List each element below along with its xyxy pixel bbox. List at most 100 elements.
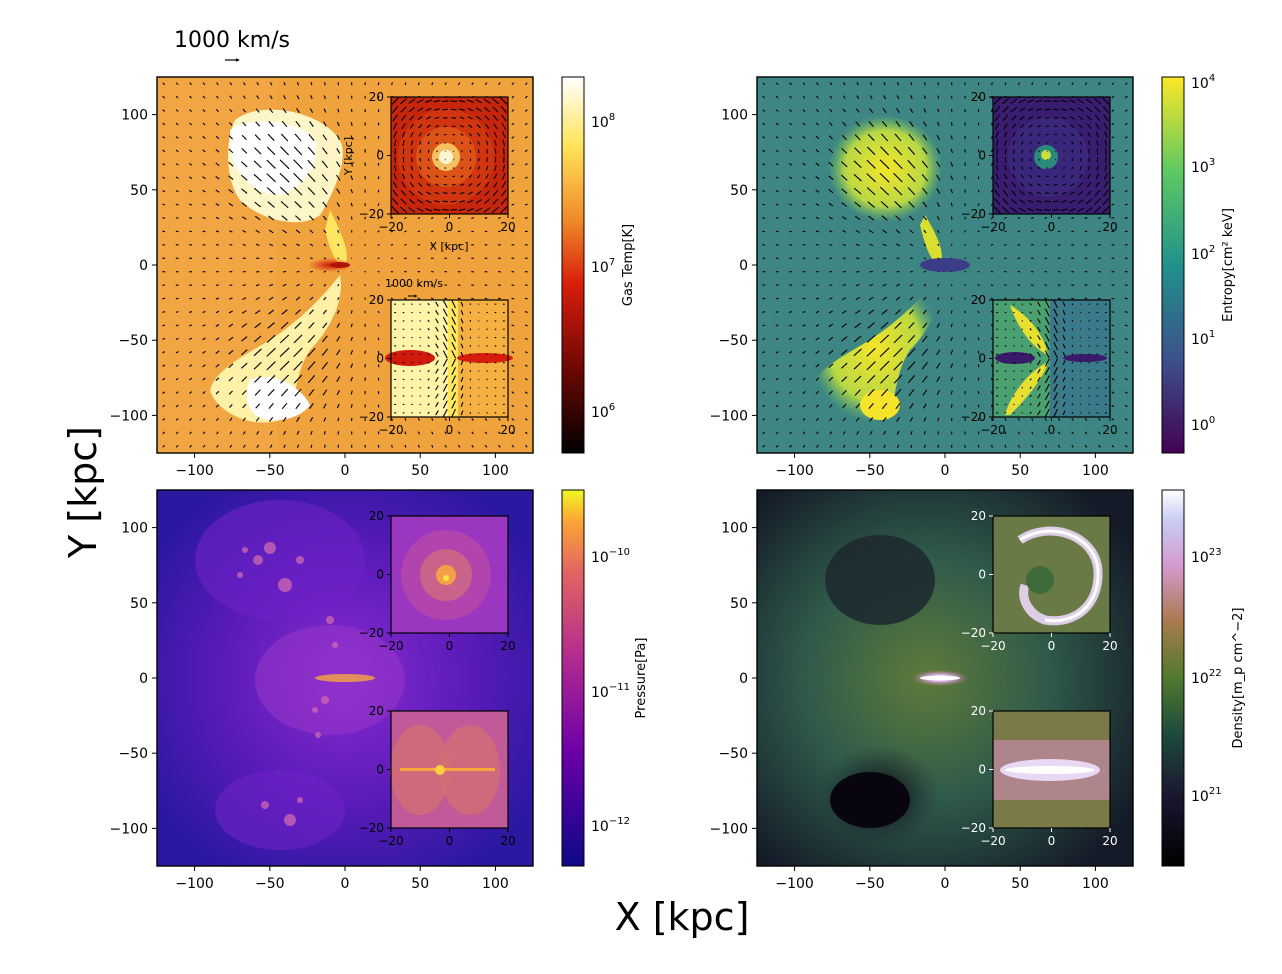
quiver-arrow	[1098, 431, 1101, 435]
quiver-arrow	[789, 391, 793, 394]
inset-y-tick-label: 20	[971, 293, 986, 307]
quiver-arrow	[843, 82, 846, 86]
quiver-arrow	[788, 162, 793, 166]
quiver-arrow	[991, 82, 993, 86]
quiver-arrow	[880, 374, 890, 384]
quiver-arrow	[937, 95, 940, 99]
quiver-arrow	[869, 108, 874, 113]
quiver-arrow	[296, 243, 300, 247]
cb-entropy-label: Entropy[cm² keV]	[1221, 208, 1236, 322]
quiver-arrow	[524, 122, 528, 126]
quiver-arrow	[336, 403, 340, 409]
quiver-arrow	[1086, 115, 1092, 121]
y-tick-label: −100	[710, 408, 748, 424]
quiver-arrow	[1029, 411, 1032, 415]
quiver-arrow	[175, 149, 179, 153]
quiver-arrow	[202, 95, 206, 99]
quiver-arrow	[1044, 100, 1051, 102]
quiver-arrow	[950, 122, 953, 126]
quiver-arrow	[1029, 386, 1032, 389]
quiver-arrow	[460, 335, 464, 341]
quiver-arrow	[294, 388, 302, 397]
quiver-arrow	[336, 148, 341, 154]
quiver-arrow	[1004, 148, 1007, 155]
quiver-arrow	[268, 309, 275, 315]
pressure-bubble	[264, 542, 276, 554]
quiver-arrow	[936, 216, 940, 220]
quiver-arrow	[1060, 208, 1068, 212]
y-tick-label: 50	[130, 183, 148, 199]
quiver-arrow	[964, 284, 967, 287]
quiver-arrow	[950, 135, 953, 140]
quiver-arrow	[1057, 82, 1061, 86]
x-tick-label: 100	[482, 876, 509, 892]
quiver-arrow	[1062, 183, 1067, 187]
quiver-arrow	[990, 337, 994, 341]
inset-y-tick-label: −20	[961, 821, 986, 835]
quiver-arrow	[511, 230, 515, 233]
quiver-arrow	[202, 135, 206, 139]
quiver-arrow	[350, 161, 354, 167]
quiver-arrow	[471, 217, 474, 219]
quiver-arrow	[364, 297, 367, 300]
quiver-arrow	[829, 243, 833, 246]
quiver-arrow	[853, 335, 862, 343]
quiver-arrow	[1036, 183, 1041, 187]
quiver-arrow	[802, 431, 806, 435]
inset-x-tick-label: −20	[378, 834, 403, 848]
quiver-arrow	[418, 182, 423, 187]
quiver-arrow	[215, 244, 219, 246]
quiver-arrow	[868, 296, 874, 301]
quiver-arrow	[1017, 297, 1021, 300]
temp-inset-bottom	[385, 299, 513, 418]
quiver-arrow	[1070, 132, 1075, 137]
quiver-arrow	[350, 363, 354, 369]
quiver-arrow	[1055, 159, 1057, 161]
inset-x-tick-label: 20	[500, 220, 515, 234]
quiver-arrow	[995, 164, 999, 172]
quiver-arrow	[417, 190, 423, 196]
quiver-arrow	[1062, 326, 1066, 332]
quiver-arrow	[869, 95, 873, 100]
quiver-arrow	[937, 257, 940, 260]
quiver-arrow	[391, 444, 393, 448]
quiver-arrow	[492, 190, 499, 197]
density-inset-top	[992, 515, 1111, 634]
quiver-arrow	[391, 431, 393, 435]
quiver-arrow	[310, 95, 313, 100]
quiver-arrow	[175, 391, 179, 394]
quiver-arrow	[1094, 114, 1101, 121]
quiver-arrow	[323, 270, 327, 273]
quiver-arrow	[1037, 360, 1041, 366]
quiver-arrow	[1102, 97, 1110, 105]
quiver-arrow	[477, 166, 481, 171]
quiver-arrow	[283, 95, 287, 100]
quiver-arrow	[1029, 166, 1032, 170]
quiver-arrow	[1086, 123, 1092, 129]
quiver-arrow	[1053, 375, 1058, 384]
quiver-arrow	[1003, 123, 1008, 130]
quiver-arrow	[1017, 82, 1020, 86]
quiver-arrow	[1002, 106, 1009, 113]
quiver-arrow	[350, 202, 353, 207]
quiver-arrow	[789, 431, 792, 435]
quiver-arrow	[1088, 157, 1090, 162]
quiver-arrow	[816, 431, 819, 435]
quiver-arrow	[444, 167, 447, 169]
quiver-arrow	[867, 388, 875, 397]
quiver-arrow	[293, 360, 303, 371]
quiver-arrow	[1004, 216, 1007, 220]
quiver-arrow	[882, 270, 887, 273]
quiver-arrow	[229, 284, 233, 287]
quiver-arrow	[427, 361, 430, 364]
quiver-arrow	[511, 297, 515, 300]
quiver-arrow	[815, 404, 820, 408]
quiver-arrow	[393, 131, 397, 139]
quiver-arrow	[907, 375, 916, 384]
temp-inset-top	[390, 96, 509, 215]
quiver-arrow	[309, 417, 314, 422]
quiver-arrow	[486, 149, 488, 154]
quiver-arrow	[268, 296, 274, 301]
quiver-arrow	[350, 175, 354, 180]
quiver-arrow	[1017, 417, 1020, 421]
